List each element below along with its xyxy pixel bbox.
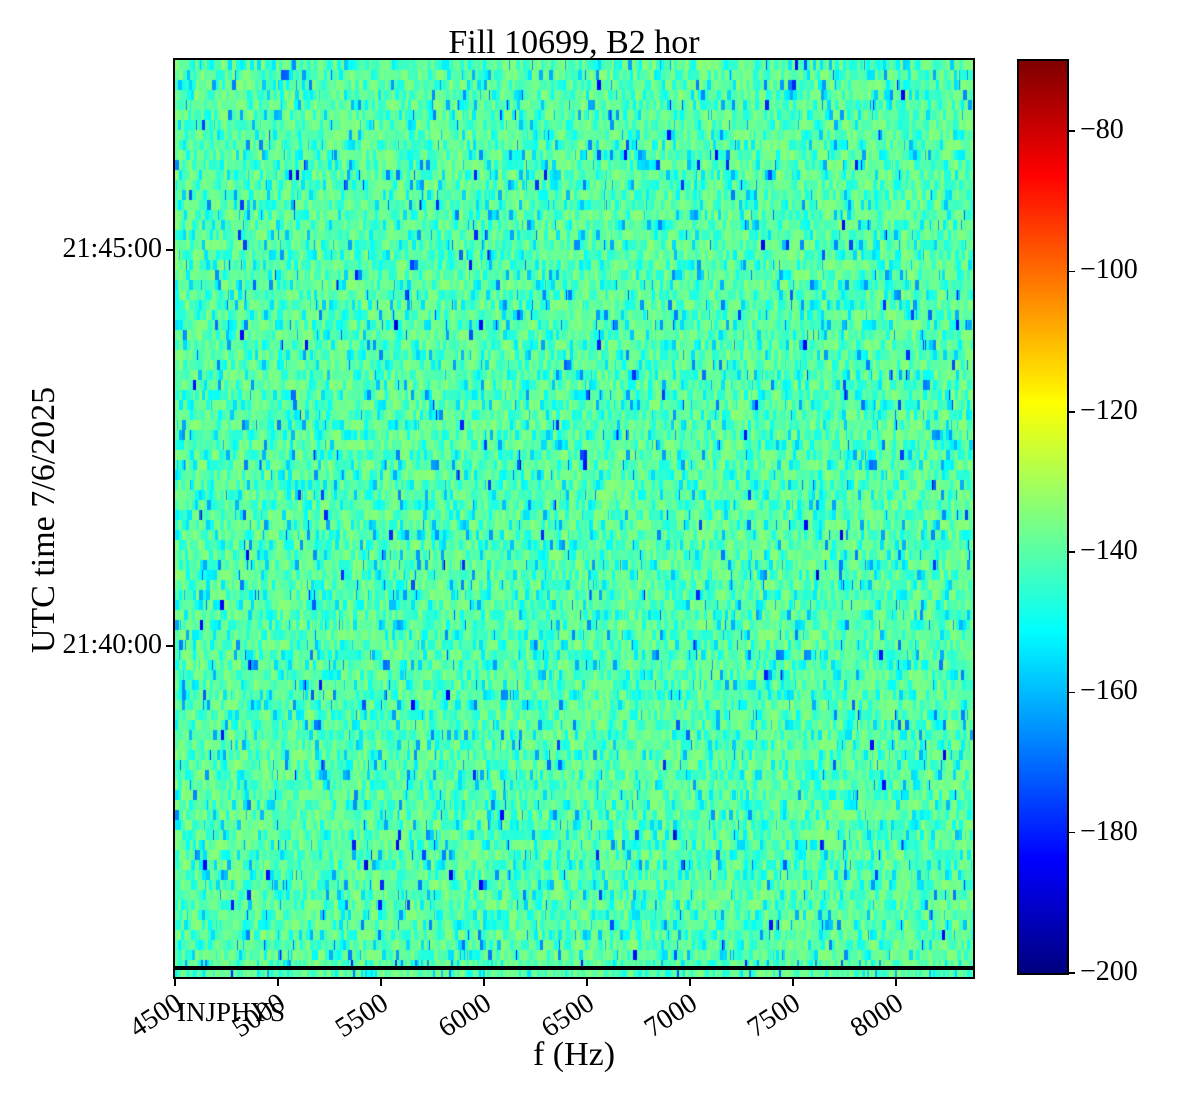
colorbar-tick-mark — [1069, 831, 1075, 834]
injphys-label: INJPHYS — [177, 997, 286, 1027]
x-tick-mark — [586, 979, 588, 986]
colorbar-tick-label: −80 — [1080, 114, 1124, 146]
x-tick-mark — [174, 979, 176, 986]
x-tick-mark — [895, 979, 897, 986]
y-axis-label: UTC time 7/6/2025 — [25, 386, 62, 654]
y-tick-mark — [166, 645, 173, 647]
colorbar-tick-label: −180 — [1080, 815, 1138, 847]
chart-title: Fill 10699, B2 hor — [448, 24, 700, 61]
colorbar-tick-mark — [1069, 551, 1075, 553]
colorbar-tick-label: −120 — [1080, 394, 1138, 426]
x-tick-mark — [277, 979, 279, 986]
x-axis-label: f (Hz) — [532, 1036, 616, 1073]
x-tick-mark — [380, 979, 382, 986]
colorbar-tick-label: −140 — [1080, 535, 1138, 567]
colorbar-tick-mark — [1069, 411, 1075, 413]
x-tick-mark — [483, 979, 485, 986]
colorbar-tick-label: −160 — [1080, 675, 1138, 707]
plot-area: INJPHYS — [173, 58, 975, 1026]
colorbar-tick-mark — [1069, 270, 1075, 273]
spectrogram-heatmap — [175, 60, 973, 977]
injphys-hline — [175, 966, 973, 970]
y-tick-label: 21:40:00 — [62, 628, 162, 660]
colorbar-tick-label: −200 — [1080, 956, 1138, 987]
y-tick-mark — [166, 249, 173, 251]
colorbar-tick-mark — [1069, 691, 1075, 694]
x-tick-mark — [689, 979, 691, 986]
y-tick-label: 21:45:00 — [62, 233, 162, 264]
colorbar-tick-label: −100 — [1080, 254, 1138, 286]
colorbar — [1017, 59, 1069, 975]
colorbar-tick-mark — [1069, 130, 1075, 132]
x-tick-mark — [792, 979, 794, 986]
colorbar-tick-mark — [1069, 972, 1075, 974]
x-tick-label: 4500 — [123, 987, 188, 1044]
